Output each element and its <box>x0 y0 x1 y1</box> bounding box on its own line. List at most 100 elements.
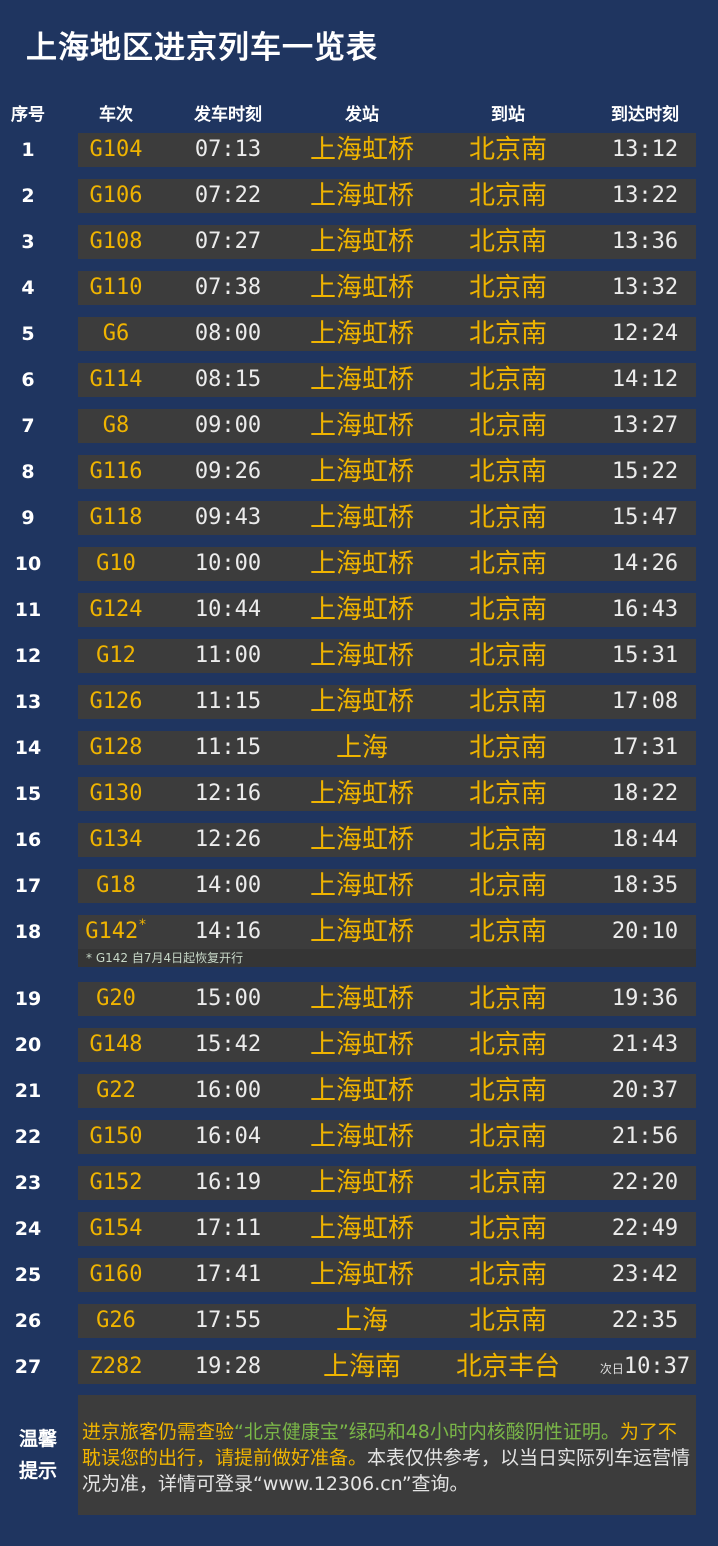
arrival-time: 17:08 <box>612 685 678 719</box>
row-bar <box>78 133 696 167</box>
train-number: G10 <box>96 547 136 581</box>
tips-label-line1: 温馨 <box>18 1428 58 1450</box>
to-station: 北京南 <box>468 181 548 211</box>
train-code: G150 <box>89 1124 143 1149</box>
train-code: G134 <box>89 827 143 852</box>
from-station: 上海南 <box>322 1352 402 1382</box>
train-code: G142 <box>85 919 139 944</box>
from-station: 上海虹桥 <box>309 1076 415 1106</box>
train-code: G18 <box>96 873 136 898</box>
train-number: G152 <box>90 1166 143 1200</box>
row-bar <box>78 317 696 351</box>
row-bar <box>78 455 696 489</box>
row-number: 19 <box>14 988 42 1010</box>
departure-time: 09:43 <box>194 505 262 530</box>
train-number: G110 <box>90 271 143 305</box>
arrival-time-value: 15:31 <box>611 643 679 668</box>
departure-time: 09:00 <box>194 413 262 438</box>
to-station: 北京南 <box>468 411 548 441</box>
row-bar <box>78 547 696 581</box>
row-number: 21 <box>14 1080 42 1102</box>
train-number: G12 <box>96 639 136 673</box>
arrival-time-value: 13:36 <box>611 229 679 254</box>
row-number: 10 <box>14 553 42 575</box>
row-bar <box>78 1166 696 1200</box>
row-number: 5 <box>21 323 35 345</box>
arrival-time: 14:12 <box>612 363 678 397</box>
row-bar <box>78 409 696 443</box>
row-number: 17 <box>14 875 42 897</box>
departure-time: 14:00 <box>194 873 262 898</box>
to-station: 北京丰台 <box>455 1352 561 1382</box>
arrival-time-value: 18:22 <box>611 781 679 806</box>
row-bar <box>78 685 696 719</box>
from-station: 上海虹桥 <box>309 871 415 901</box>
train-number: G128 <box>90 731 143 765</box>
arrival-time-value: 13:32 <box>611 275 679 300</box>
arrival-time-value: 13:22 <box>611 183 679 208</box>
from-station: 上海 <box>335 733 389 763</box>
to-station: 北京南 <box>468 733 548 763</box>
train-number: G160 <box>90 1258 143 1292</box>
arrival-time-value: 17:31 <box>611 735 679 760</box>
departure-time: 14:16 <box>194 919 262 944</box>
train-code: G116 <box>89 459 143 484</box>
train-number: G26 <box>96 1304 136 1338</box>
arrival-time: 18:22 <box>612 777 678 811</box>
departure-time: 08:00 <box>194 321 262 346</box>
arrival-time: 15:22 <box>612 455 678 489</box>
train-code: Z282 <box>89 1354 143 1379</box>
from-station: 上海虹桥 <box>309 273 415 303</box>
arrival-time: 13:12 <box>612 133 678 167</box>
page-title: 上海地区进京列车一览表 <box>26 30 378 66</box>
from-station: 上海虹桥 <box>309 135 415 165</box>
row-number: 15 <box>14 783 42 805</box>
row-bar <box>78 982 696 1016</box>
departure-time: 17:11 <box>194 1216 262 1241</box>
row-bar <box>78 1074 696 1108</box>
arrival-time: 12:24 <box>612 317 678 351</box>
from-station: 上海虹桥 <box>309 457 415 487</box>
row-number: 2 <box>21 185 35 207</box>
row-number: 26 <box>14 1310 42 1332</box>
train-number: G154 <box>90 1212 143 1246</box>
departure-time: 16:00 <box>194 1078 262 1103</box>
tips-label: 温馨 提示 <box>19 1423 57 1487</box>
to-station: 北京南 <box>468 641 548 671</box>
arrival-time-value: 22:35 <box>611 1308 679 1333</box>
from-station: 上海虹桥 <box>309 181 415 211</box>
train-code: G152 <box>89 1170 143 1195</box>
arrival-time: 22:49 <box>612 1212 678 1246</box>
from-station: 上海 <box>335 1306 389 1336</box>
arrival-time-value: 17:08 <box>611 689 679 714</box>
row-bar <box>78 823 696 857</box>
train-number: G106 <box>90 179 143 213</box>
row-bar <box>78 639 696 673</box>
header-from-station: 发站 <box>345 105 379 125</box>
train-code: G160 <box>89 1262 143 1287</box>
row-number: 4 <box>21 277 35 299</box>
arrival-time: 次日10:37 <box>600 1350 690 1384</box>
row-bar <box>78 1258 696 1292</box>
row-bar <box>78 593 696 627</box>
row-bar <box>78 1304 696 1338</box>
arrival-time: 15:31 <box>612 639 678 673</box>
arrival-time: 20:10 <box>612 915 678 949</box>
train-code: G22 <box>96 1078 136 1103</box>
row-number: 9 <box>21 507 35 529</box>
row-number: 6 <box>21 369 35 391</box>
arrival-time: 22:35 <box>612 1304 678 1338</box>
train-number: G130 <box>90 777 143 811</box>
from-station: 上海虹桥 <box>309 503 415 533</box>
header-train: 车次 <box>99 105 133 125</box>
train-code: G130 <box>89 781 143 806</box>
departure-time: 16:19 <box>194 1170 262 1195</box>
train-number: G22 <box>96 1074 136 1108</box>
to-station: 北京南 <box>468 595 548 625</box>
from-station: 上海虹桥 <box>309 984 415 1014</box>
train-code: G10 <box>96 551 136 576</box>
arrival-time-value: 13:27 <box>611 413 679 438</box>
row-number: 22 <box>14 1126 42 1148</box>
row-bar <box>78 777 696 811</box>
departure-time: 09:26 <box>194 459 262 484</box>
